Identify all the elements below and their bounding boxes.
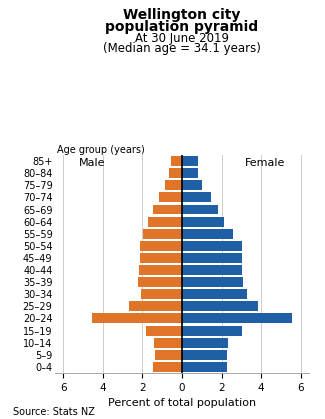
Bar [182, 277, 243, 287]
Bar [182, 362, 227, 372]
Bar [140, 241, 182, 251]
Bar [148, 217, 182, 227]
Bar [182, 229, 233, 239]
Bar [182, 241, 242, 251]
Text: Age group (years): Age group (years) [57, 145, 145, 155]
Bar [92, 313, 182, 323]
Bar [155, 350, 182, 360]
Bar [182, 289, 247, 299]
Bar [153, 204, 182, 215]
Bar [171, 156, 182, 166]
Bar [182, 192, 211, 202]
Bar [169, 168, 182, 178]
Bar [182, 338, 228, 348]
Bar [182, 265, 242, 275]
Bar [128, 301, 182, 311]
Bar [140, 253, 182, 263]
Bar [165, 180, 182, 190]
Bar [182, 217, 224, 227]
Bar [182, 180, 202, 190]
Bar [182, 313, 292, 323]
Bar [182, 326, 242, 336]
Bar [154, 338, 182, 348]
Bar [141, 289, 182, 299]
Text: population pyramid: population pyramid [105, 20, 259, 34]
Bar [182, 168, 198, 178]
Bar [182, 204, 218, 215]
Bar [182, 301, 258, 311]
Bar [182, 253, 242, 263]
Text: At 30 June 2019: At 30 June 2019 [135, 32, 229, 45]
Bar [146, 326, 182, 336]
Bar [159, 192, 182, 202]
Bar [143, 229, 182, 239]
Bar [153, 362, 182, 372]
Bar [139, 265, 182, 275]
Text: Wellington city: Wellington city [123, 8, 241, 22]
Bar [182, 350, 227, 360]
Text: Female: Female [245, 158, 285, 168]
Bar [138, 277, 182, 287]
Text: Male: Male [79, 158, 106, 168]
X-axis label: Percent of total population: Percent of total population [108, 398, 256, 408]
Bar [182, 156, 198, 166]
Text: (Median age = 34.1 years): (Median age = 34.1 years) [103, 42, 261, 55]
Text: Source: Stats NZ: Source: Stats NZ [13, 407, 95, 417]
